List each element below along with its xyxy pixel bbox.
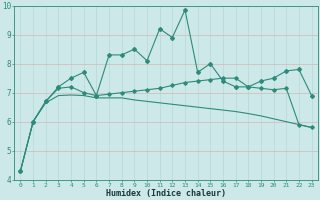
X-axis label: Humidex (Indice chaleur): Humidex (Indice chaleur) [106, 189, 226, 198]
